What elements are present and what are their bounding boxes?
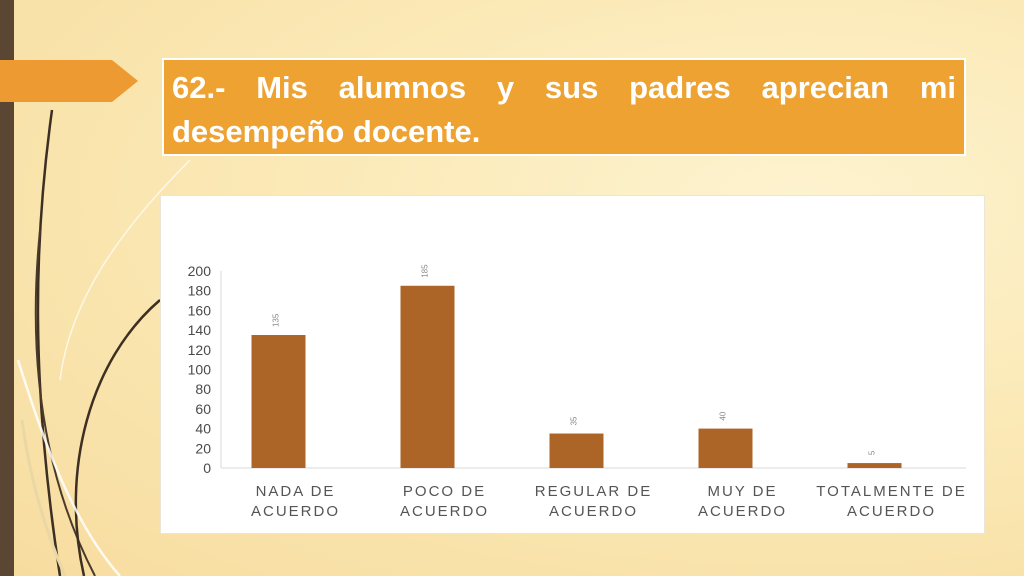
slide-title: 62.- Mis alumnos y sus padres aprecian m… bbox=[172, 70, 956, 149]
data-label: 135 bbox=[272, 313, 281, 327]
x-category-label: TOTALMENTE DE ACUERDO bbox=[816, 483, 966, 520]
y-tick-label: 60 bbox=[195, 401, 211, 417]
y-tick-label: 80 bbox=[195, 381, 211, 397]
data-label: 35 bbox=[570, 416, 579, 425]
y-tick-label: 140 bbox=[188, 322, 212, 338]
y-tick-label: 180 bbox=[188, 283, 212, 299]
data-label: 5 bbox=[868, 450, 877, 455]
y-tick-label: 40 bbox=[195, 421, 211, 437]
data-label: 185 bbox=[421, 264, 430, 278]
x-category-label: MUY DE ACUERDO bbox=[698, 483, 787, 520]
sidebar-stripe bbox=[0, 0, 14, 576]
y-tick-label: 200 bbox=[188, 263, 212, 279]
bar bbox=[847, 463, 902, 468]
x-category-label: POCO DE ACUERDO bbox=[400, 483, 489, 520]
title-box: 62.- Mis alumnos y sus padres aprecian m… bbox=[162, 58, 966, 156]
y-tick-label: 20 bbox=[195, 440, 211, 456]
decorative-curves bbox=[16, 109, 191, 576]
bar bbox=[698, 428, 753, 468]
bar bbox=[400, 285, 455, 468]
chart-panel: 0 20 40 60 80 100 120 140 160 180 200 135 NADA DE ACU… bbox=[160, 195, 985, 534]
y-tick-label: 120 bbox=[188, 342, 212, 358]
bar-chart: 0 20 40 60 80 100 120 140 160 180 200 135 NADA DE ACU… bbox=[188, 263, 966, 520]
y-tick-label: 160 bbox=[188, 302, 212, 318]
x-category-label: REGULAR DE ACUERDO bbox=[535, 483, 653, 520]
x-category-label: NADA DE ACUERDO bbox=[251, 483, 340, 520]
y-tick-label: 100 bbox=[188, 362, 212, 378]
y-tick-label: 0 bbox=[203, 460, 211, 476]
data-label: 40 bbox=[719, 411, 728, 420]
title-arrow-tab bbox=[0, 60, 138, 102]
bar bbox=[549, 433, 604, 468]
bar bbox=[251, 335, 306, 468]
